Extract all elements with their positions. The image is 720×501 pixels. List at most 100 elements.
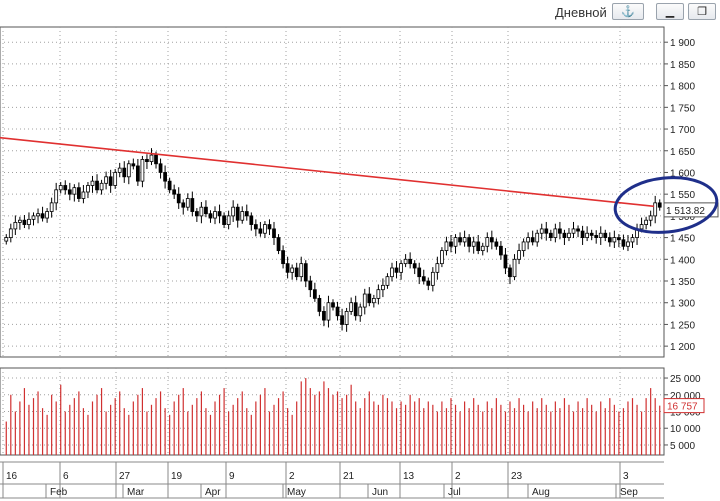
candle-body <box>303 263 308 282</box>
candle-body <box>126 163 131 178</box>
candle <box>403 254 408 268</box>
candle-body <box>231 206 236 217</box>
candle-body <box>417 267 422 278</box>
candle <box>653 195 658 224</box>
candle <box>344 307 349 332</box>
candle <box>453 234 458 254</box>
candle <box>4 234 9 245</box>
candle-body <box>535 232 540 243</box>
candle-body <box>444 241 449 252</box>
candle-body <box>149 154 154 163</box>
candle <box>290 264 295 280</box>
candle <box>281 245 285 269</box>
x-day-label: 3 <box>623 471 629 482</box>
candle <box>54 182 59 211</box>
candle <box>294 262 299 281</box>
candle <box>172 184 177 199</box>
x-day-label: 16 <box>6 471 18 482</box>
candle-body <box>567 232 571 238</box>
candle-body <box>603 232 608 238</box>
candle-body <box>408 258 413 265</box>
y-tick-label: 1 250 <box>670 320 695 331</box>
x-month-label: Jul <box>448 487 461 498</box>
candle <box>86 182 90 199</box>
candle-body <box>222 215 226 225</box>
candle-body <box>353 302 358 317</box>
candle-body <box>290 267 295 273</box>
candle-body <box>462 237 467 243</box>
candle-body <box>607 237 612 243</box>
candle-body <box>349 302 354 312</box>
candle <box>367 287 372 307</box>
minimize-button[interactable]: ▁ <box>656 3 684 20</box>
candle-body <box>190 198 195 212</box>
candle-body <box>435 263 440 273</box>
x-month-label: Jun <box>372 487 388 498</box>
candle-body <box>562 232 567 238</box>
candle-body <box>185 198 190 208</box>
candle <box>444 236 449 256</box>
candle <box>467 234 472 253</box>
candle <box>426 277 431 291</box>
candle-body <box>167 180 172 191</box>
candle-body <box>626 241 630 247</box>
candle <box>362 288 367 315</box>
volume-tick-label: 25 000 <box>670 374 701 385</box>
candle <box>40 206 45 222</box>
candle <box>390 262 394 282</box>
candle <box>117 162 122 178</box>
candle-body <box>104 176 108 184</box>
candle <box>36 208 40 224</box>
maximize-button[interactable]: ❐ <box>688 3 716 20</box>
y-tick-label: 1 400 <box>670 255 695 266</box>
candle-body <box>399 263 403 273</box>
candle-body <box>317 297 322 312</box>
candle-body <box>517 250 521 260</box>
candle <box>512 254 517 281</box>
candle-body <box>281 250 285 265</box>
candle-body <box>521 241 526 252</box>
candle-body <box>176 193 181 204</box>
candle <box>521 238 526 257</box>
candle <box>612 230 617 249</box>
candle-body <box>99 182 104 191</box>
candle <box>335 301 340 321</box>
candle-body <box>508 267 512 278</box>
candle <box>576 225 580 238</box>
candle-body <box>571 228 576 234</box>
candle-body <box>548 232 553 238</box>
candle-body <box>558 228 562 234</box>
candle <box>122 161 127 183</box>
candle-body <box>194 211 199 217</box>
candle <box>517 243 521 265</box>
candle-body <box>158 163 163 173</box>
candle <box>158 158 163 179</box>
x-month-label: May <box>287 487 306 498</box>
anchor-button[interactable]: ⚓ <box>612 3 644 20</box>
candle <box>607 232 612 247</box>
period-label[interactable]: Дневной <box>555 5 607 20</box>
candle <box>63 180 68 195</box>
candle-body <box>299 263 304 278</box>
candle <box>553 223 558 243</box>
candle-body <box>394 267 399 273</box>
last-volume-label: 16 757 <box>667 402 698 413</box>
candle-body <box>390 267 394 278</box>
candle-body <box>648 215 653 221</box>
candle <box>312 282 317 302</box>
candle <box>126 160 131 185</box>
candle <box>430 267 435 292</box>
candle <box>617 234 621 248</box>
candle <box>458 232 462 246</box>
candle <box>249 212 254 231</box>
candle-body <box>367 293 372 304</box>
candle <box>90 175 95 193</box>
candle-body <box>77 187 81 199</box>
candle-body <box>18 219 22 223</box>
candle <box>648 210 653 227</box>
candle-body <box>544 228 549 234</box>
candle <box>99 179 104 195</box>
candle-body <box>8 228 13 238</box>
candle <box>31 212 36 226</box>
